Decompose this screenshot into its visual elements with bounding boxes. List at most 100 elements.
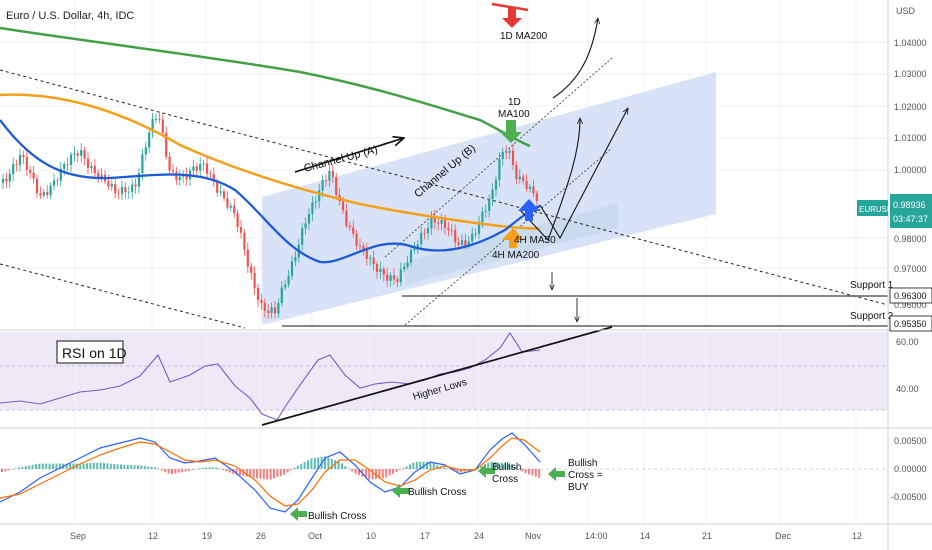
macd-histogram-bar — [351, 469, 354, 472]
macd-histogram-bar — [113, 463, 116, 469]
macd-histogram-bar — [279, 469, 282, 476]
macd-histogram-bar — [58, 463, 61, 469]
macd-histogram-bar — [205, 467, 207, 469]
macd-histogram-bar — [126, 464, 129, 469]
rsi-tick: 40.00 — [896, 384, 919, 394]
ma200-4h-orange-arrow — [502, 228, 524, 248]
price-axis[interactable]: USD 1.04000 1.03000 1.02000 1.01000 1.00… — [857, 6, 932, 502]
macd-line — [0, 432, 541, 513]
macd-histogram-bar — [154, 467, 156, 469]
candle-body — [86, 158, 90, 169]
macd-histogram-bar — [273, 469, 275, 479]
macd-histogram-bar — [398, 469, 401, 471]
macd-histogram-bar — [96, 462, 99, 469]
macd-histogram-bar — [4, 469, 7, 472]
candle-body — [8, 173, 11, 182]
time-axis[interactable]: Sep 12 19 26 Oct 10 17 24 Nov 14:00 14 2… — [70, 531, 862, 541]
ma100-1d-green-arrow — [500, 120, 522, 143]
candle-body — [22, 155, 25, 158]
candle-body — [365, 249, 368, 260]
macd-histogram-bar — [130, 465, 133, 469]
macd-histogram-bar — [222, 469, 224, 471]
candle-body — [406, 262, 409, 267]
price-tick: 0.96000 — [894, 300, 927, 310]
macd-histogram-bar — [72, 463, 75, 469]
macd-histogram-bar — [307, 460, 309, 469]
macd-histogram-bar — [218, 468, 221, 469]
macd-histogram-bar — [52, 463, 54, 469]
candle-body — [161, 119, 164, 133]
candle-body — [460, 240, 464, 245]
candle-body — [90, 165, 93, 169]
symbol-badge — [857, 200, 888, 216]
macd-histogram-bar — [449, 469, 452, 470]
candle-body — [25, 157, 28, 170]
candle-body — [52, 180, 56, 186]
bullish-cross-arrow-1 — [290, 507, 307, 521]
candle-body — [352, 227, 355, 234]
ma200-1d-label: 1D MA200 — [500, 31, 548, 42]
candle-body — [185, 174, 188, 180]
candle-body — [270, 307, 273, 313]
macd-histogram-bar — [405, 466, 408, 469]
projection-arrow-1 — [519, 118, 580, 242]
macd-histogram-bar — [381, 469, 384, 479]
candle-body — [199, 164, 202, 171]
ma50-4h-label: 4H MA50 — [514, 235, 556, 246]
price-tick: 0.98000 — [894, 234, 927, 244]
candle-body — [39, 193, 42, 196]
macd-histogram-bar — [460, 469, 462, 473]
macd-histogram-bar — [422, 461, 425, 469]
candle-body — [73, 153, 76, 155]
macd-histogram-bar — [402, 468, 405, 469]
ma50-4h-line — [0, 119, 541, 264]
macd-histogram-bar — [184, 469, 187, 472]
ma200-1d-red-arrow — [502, 8, 522, 28]
projection-arrow-2 — [539, 108, 628, 240]
higher-lows-trendline — [261, 326, 613, 426]
macd-histogram-bar — [385, 469, 388, 478]
ma50-4h-blue-arrow — [518, 199, 540, 221]
macd-histogram-bar — [517, 469, 520, 470]
support-2-label: Support 2 — [850, 311, 894, 322]
macd-histogram-bar — [137, 465, 139, 469]
candle-body — [409, 250, 413, 263]
macd-tick: 0.00000 — [894, 464, 927, 474]
candle-body — [314, 201, 317, 203]
candle-body — [420, 232, 423, 245]
time-tick: 17 — [420, 531, 430, 541]
candle-body — [229, 205, 232, 208]
macd-histogram-bar — [160, 469, 163, 471]
support-1-value: 0.96300 — [894, 291, 927, 301]
macd-histogram-bar — [395, 469, 398, 472]
macd-histogram-bar — [344, 466, 347, 469]
candle-body — [154, 118, 158, 120]
macd-histogram-bar — [300, 463, 303, 469]
rsi-line — [0, 331, 541, 421]
candle-body — [481, 211, 484, 222]
macd-histogram-bar — [429, 461, 432, 469]
macd-histogram-bar — [456, 469, 459, 472]
macd-histogram — [1, 456, 541, 480]
macd-histogram-bar — [35, 464, 37, 469]
macd-histogram-bar — [487, 462, 490, 469]
macd-histogram-bar — [354, 469, 357, 474]
macd-histogram-bar — [133, 465, 136, 469]
macd-histogram-bar — [14, 468, 17, 469]
candle-body — [488, 199, 491, 212]
candle-body — [505, 151, 508, 153]
macd-histogram-bar — [45, 463, 48, 469]
macd-histogram-bar — [313, 457, 316, 469]
macd-histogram-bar — [524, 469, 527, 474]
candle-body — [222, 191, 226, 199]
macd-histogram-bar — [276, 469, 279, 478]
ma200-4h-label: 4H MA200 — [492, 250, 540, 261]
ma100-1d-label-2: MA100 — [498, 109, 530, 120]
macd-histogram-bar — [1, 469, 3, 473]
symbol-name: EURUSD — [859, 205, 893, 214]
macd-histogram-bar — [259, 469, 262, 479]
candle-body — [450, 230, 453, 231]
macd-histogram-bar — [521, 469, 524, 472]
candle-body — [49, 185, 52, 196]
macd-histogram-bar — [120, 464, 122, 469]
